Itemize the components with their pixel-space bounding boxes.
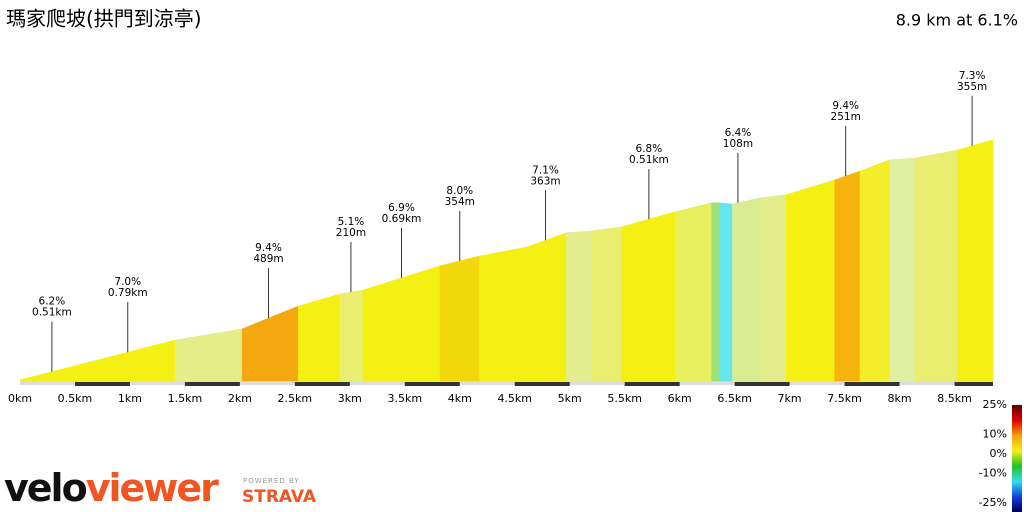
profile-segment bbox=[859, 159, 890, 382]
annotation-grade: 8.0% bbox=[446, 185, 473, 197]
profile-segment bbox=[711, 202, 720, 382]
chart-subtitle: 8.9 km at 6.1% bbox=[896, 11, 1018, 30]
profile-segment bbox=[957, 139, 994, 382]
profile-segment bbox=[339, 289, 364, 382]
powered-by: POWERED BY bbox=[243, 477, 300, 485]
annotation-grade: 6.4% bbox=[725, 127, 752, 139]
profile-segment bbox=[621, 211, 676, 382]
profile-segment bbox=[675, 202, 712, 382]
colorscale-tick-label: 10% bbox=[983, 427, 1007, 440]
annotation-length: 108m bbox=[723, 138, 753, 150]
profile-segment bbox=[914, 149, 959, 382]
profile-segment bbox=[759, 194, 787, 382]
x-tick-label: 2km bbox=[228, 392, 252, 405]
logo-velo: velo bbox=[4, 466, 87, 510]
profile-segment bbox=[297, 293, 341, 382]
annotation-grade: 7.3% bbox=[959, 70, 986, 82]
x-tick-label: 1.5km bbox=[168, 392, 203, 405]
profile-segment bbox=[19, 339, 176, 382]
profile-segment bbox=[834, 170, 861, 382]
x-tick-label: 8km bbox=[888, 392, 912, 405]
x-tick-label: 4.5km bbox=[497, 392, 532, 405]
logo-viewer: viewer bbox=[86, 466, 219, 510]
annotation-length: 0.51km bbox=[32, 307, 72, 319]
annotation-length: 251m bbox=[831, 111, 861, 123]
annotation-grade: 7.1% bbox=[532, 164, 559, 176]
colorscale-tick-label: 0% bbox=[990, 447, 1007, 460]
profile-segment bbox=[174, 328, 243, 382]
colorscale-tick-label: -10% bbox=[979, 467, 1007, 480]
annotation-grade: 7.0% bbox=[114, 276, 141, 288]
annotation-length: 355m bbox=[957, 81, 987, 93]
x-tick-label: 5km bbox=[558, 392, 582, 405]
annotation-length: 0.79km bbox=[108, 287, 148, 299]
x-tick-label: 0.5km bbox=[58, 392, 93, 405]
profile-segment bbox=[718, 202, 733, 382]
profile-segment bbox=[439, 255, 480, 382]
x-tick-label: 8.5km bbox=[937, 392, 972, 405]
annotation-length: 210m bbox=[336, 227, 366, 239]
x-tick-label: 4km bbox=[448, 392, 472, 405]
chart-title: 瑪家爬坡(拱門到涼亭) bbox=[6, 7, 202, 31]
x-tick-label: 3.5km bbox=[388, 392, 423, 405]
annotation-grade: 5.1% bbox=[338, 216, 365, 228]
profile-segment bbox=[526, 232, 567, 382]
x-tick-label: 2.5km bbox=[278, 392, 313, 405]
annotation-length: 489m bbox=[253, 253, 283, 265]
annotation-length: 363m bbox=[530, 175, 560, 187]
x-tick-label: 7.5km bbox=[827, 392, 862, 405]
profile-segment bbox=[889, 157, 916, 382]
annotation-grade: 6.9% bbox=[388, 202, 415, 214]
annotation-grade: 6.2% bbox=[39, 296, 66, 308]
strava: STRAVA bbox=[242, 487, 317, 507]
annotation-grade: 9.4% bbox=[832, 100, 859, 112]
x-tick-label: 5.5km bbox=[607, 392, 642, 405]
profile-segment bbox=[241, 305, 299, 382]
profile-segment bbox=[566, 230, 592, 382]
profile-segment bbox=[591, 226, 622, 382]
colorscale-bar bbox=[1012, 405, 1022, 512]
annotation-grade: 9.4% bbox=[255, 242, 282, 254]
colorscale-tick-label: -25% bbox=[979, 496, 1007, 509]
profile-segment bbox=[732, 197, 761, 382]
profile-segment bbox=[362, 265, 441, 382]
annotation-grade: 6.8% bbox=[636, 143, 663, 155]
x-tick-label: 0km bbox=[8, 392, 32, 405]
x-tick-label: 3km bbox=[338, 392, 362, 405]
x-tick-label: 7km bbox=[778, 392, 802, 405]
annotation-length: 354m bbox=[445, 196, 475, 208]
x-tick-label: 1km bbox=[118, 392, 142, 405]
x-tick-label: 6.5km bbox=[717, 392, 752, 405]
x-tick-label: 6km bbox=[668, 392, 692, 405]
annotation-length: 0.69km bbox=[382, 213, 422, 225]
colorscale-tick-label: 25% bbox=[983, 398, 1007, 411]
profile-segment bbox=[786, 179, 835, 382]
profile-segment bbox=[479, 246, 528, 382]
logo: veloviewer bbox=[4, 466, 219, 510]
annotation-length: 0.51km bbox=[629, 154, 669, 166]
